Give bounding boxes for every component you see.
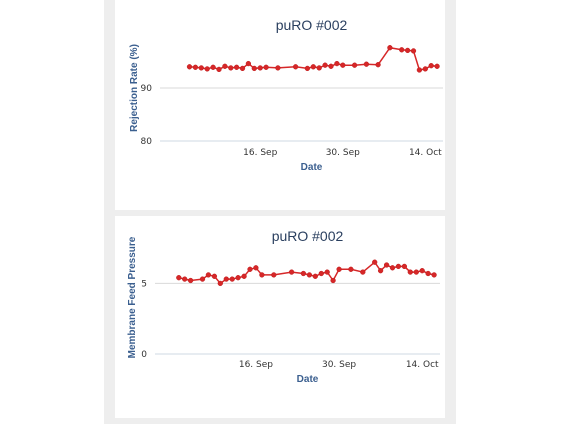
data-point — [419, 268, 425, 274]
data-point — [318, 270, 324, 277]
data-point — [251, 65, 257, 72]
data-point — [187, 277, 194, 284]
data-point — [407, 269, 413, 275]
data-point — [399, 47, 405, 53]
data-point — [322, 62, 328, 68]
data-point — [245, 60, 252, 67]
data-point — [304, 65, 311, 72]
data-point — [431, 272, 437, 278]
data-point — [288, 269, 295, 275]
data-point — [253, 265, 259, 271]
data-point — [211, 273, 218, 279]
data-point — [217, 280, 223, 287]
x-axis-label: Date — [297, 374, 319, 385]
data-point — [425, 270, 431, 277]
data-point — [204, 66, 210, 72]
data-point — [377, 268, 384, 274]
data-point — [434, 63, 440, 69]
data-point — [271, 272, 277, 278]
data-point — [205, 272, 212, 278]
data-point — [192, 64, 199, 70]
data-point — [210, 64, 216, 70]
data-point — [228, 65, 234, 71]
data-point — [360, 269, 366, 275]
data-point — [223, 276, 229, 282]
y-axis-label: Membrane Feed Pressure — [127, 236, 138, 358]
data-point — [416, 67, 423, 73]
membrane-feed-pressure-chart: puRO #002 0 5 16. Sep 30. Sep 14. Oct Date Memb… — [127, 228, 440, 385]
data-point — [334, 60, 340, 67]
data-point — [247, 266, 253, 272]
data-point — [239, 65, 246, 72]
data-point — [422, 66, 428, 72]
data-point — [263, 64, 269, 70]
series-line — [178, 261, 435, 285]
data-point — [216, 66, 222, 73]
data-point — [363, 61, 370, 67]
data-point — [235, 275, 241, 281]
data-point — [395, 263, 402, 270]
data-point — [316, 65, 322, 71]
rejection-rate-chart: puRO #002 80 90 16. Sep 30. Sep 14. Oct Date Re… — [129, 17, 443, 173]
data-point — [186, 64, 193, 70]
x-tick-label: 14. Oct — [406, 360, 439, 370]
data-point — [413, 269, 419, 275]
data-point — [324, 269, 330, 275]
data-point — [336, 266, 342, 272]
data-point — [428, 63, 434, 69]
y-tick-label: 90 — [141, 84, 153, 94]
data-point — [389, 265, 396, 271]
y-tick-label: 80 — [141, 137, 153, 147]
y-tick-label: 5 — [141, 279, 147, 289]
data-point — [348, 266, 354, 272]
data-point — [229, 276, 235, 282]
chart-title: puRO #002 — [276, 17, 348, 33]
data-point — [372, 259, 378, 265]
data-point — [233, 64, 240, 70]
data-point — [401, 263, 408, 270]
data-point — [387, 45, 393, 51]
data-point — [241, 273, 247, 279]
x-tick-label: 16. Sep — [239, 360, 273, 370]
data-point — [300, 270, 307, 277]
x-axis-label: Date — [301, 162, 323, 173]
data-point — [257, 65, 263, 71]
y-tick-label: 0 — [141, 350, 147, 360]
data-point — [306, 272, 313, 278]
data-point — [259, 272, 265, 278]
rejection-rate-chart-card: puRO #002 80 90 16. Sep 30. Sep 14. Oct Date Re… — [115, 0, 445, 210]
data-point — [375, 62, 381, 68]
data-point — [182, 276, 188, 282]
x-tick-label: 14. Oct — [409, 148, 442, 158]
membrane-feed-pressure-chart-card: puRO #002 0 5 16. Sep 30. Sep 14. Oct Date Memb… — [115, 216, 445, 418]
data-point — [340, 62, 346, 68]
data-point — [176, 275, 182, 281]
x-tick-label: 16. Sep — [243, 148, 277, 158]
data-point — [404, 47, 411, 54]
data-point — [410, 48, 417, 54]
data-point — [292, 64, 299, 70]
data-point — [198, 65, 204, 71]
data-point — [222, 63, 228, 69]
series-line — [189, 46, 438, 71]
y-axis-label: Rejection Rate (%) — [129, 44, 140, 132]
data-point — [328, 63, 334, 69]
data-point — [351, 62, 358, 68]
data-point — [310, 64, 316, 70]
data-point — [330, 277, 336, 284]
data-point — [383, 262, 390, 268]
data-point — [199, 276, 206, 282]
data-point — [312, 273, 318, 279]
data-point — [275, 65, 281, 71]
x-tick-label: 30. Sep — [326, 148, 360, 158]
x-tick-label: 30. Sep — [322, 360, 356, 370]
chart-title: puRO #002 — [272, 228, 344, 244]
